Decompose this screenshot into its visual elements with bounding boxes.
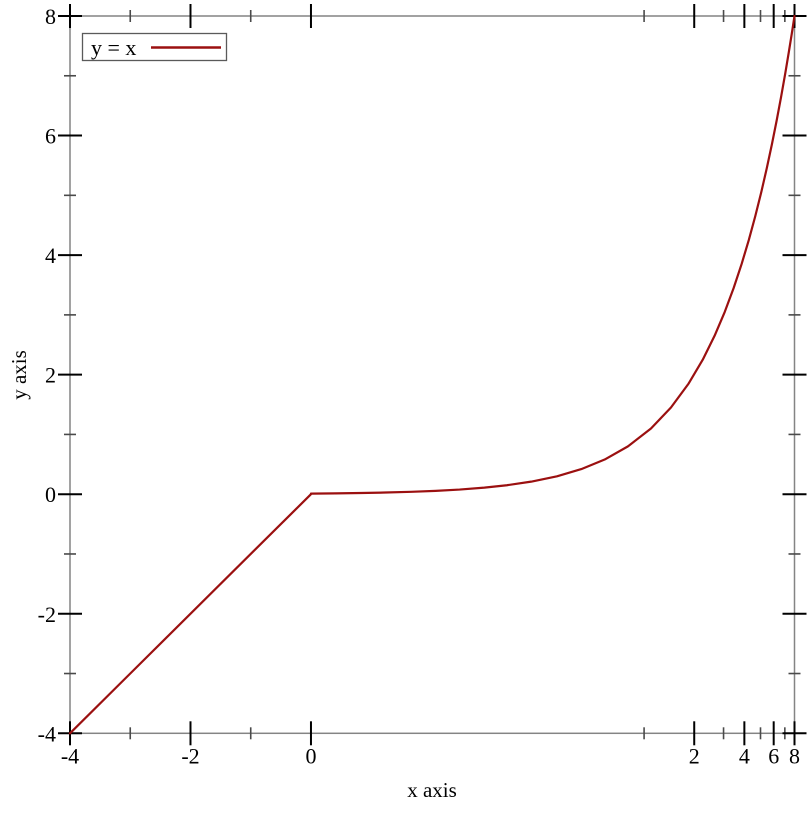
minor-ticks	[64, 10, 801, 740]
y-tick-label-0: 0	[45, 482, 56, 507]
x-tick-label-8: 8	[789, 743, 800, 768]
x-axis-title: x axis	[407, 778, 457, 802]
y-tick-label-8: 8	[45, 4, 56, 29]
x-tick-label-2: 2	[689, 743, 700, 768]
y-tick-label-6: 6	[45, 124, 56, 149]
y-tick-label--2: -2	[38, 602, 56, 627]
x-tick-label-6: 6	[768, 743, 779, 768]
y-tick-label-2: 2	[45, 363, 56, 388]
series-line-y-equals-x	[68, 14, 796, 735]
x-tick-label-4: 4	[739, 743, 750, 768]
y-axis-title: y axis	[7, 350, 31, 400]
y-tick-label-4: 4	[45, 243, 56, 268]
y-tick-label--4: -4	[38, 721, 56, 746]
x-tick-label-0: 0	[305, 743, 316, 768]
x-tick-label--2: -2	[181, 743, 199, 768]
x-tick-label--4: -4	[61, 743, 79, 768]
legend-entry-label: y = x	[91, 35, 136, 60]
legend: y = x	[81, 32, 228, 62]
